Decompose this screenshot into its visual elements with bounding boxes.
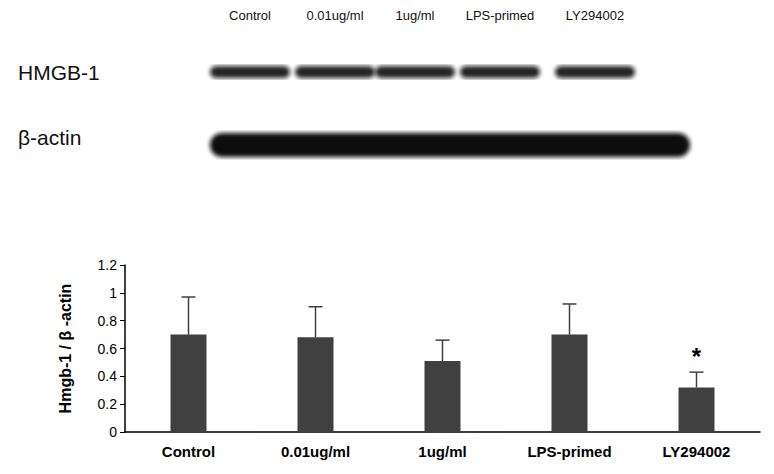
svg-text:0.2: 0.2	[98, 396, 118, 412]
svg-text:β-actin: β-actin	[18, 126, 81, 149]
svg-text:0.4: 0.4	[98, 368, 118, 384]
svg-text:0: 0	[109, 424, 117, 440]
svg-text:LY294002: LY294002	[663, 443, 731, 460]
svg-text:LPS-primed: LPS-primed	[527, 443, 611, 460]
svg-text:1.2: 1.2	[98, 257, 118, 273]
svg-text:1ug/ml: 1ug/ml	[418, 443, 466, 460]
svg-text:0.01ug/ml: 0.01ug/ml	[281, 443, 350, 460]
svg-text:0.6: 0.6	[98, 341, 118, 357]
svg-text:0.01ug/ml: 0.01ug/ml	[306, 8, 363, 23]
svg-text:LY294002: LY294002	[566, 8, 624, 23]
svg-text:LPS-primed: LPS-primed	[466, 8, 535, 23]
svg-text:1: 1	[109, 285, 117, 301]
svg-text:1ug/ml: 1ug/ml	[395, 8, 434, 23]
svg-text:*: *	[692, 343, 702, 370]
svg-text:Control: Control	[229, 8, 271, 23]
svg-text:Control: Control	[162, 443, 215, 460]
svg-text:Hmgb-1 / β -actin: Hmgb-1 / β -actin	[57, 284, 74, 414]
svg-text:0.8: 0.8	[98, 313, 118, 329]
svg-text:HMGB-1: HMGB-1	[18, 61, 100, 84]
